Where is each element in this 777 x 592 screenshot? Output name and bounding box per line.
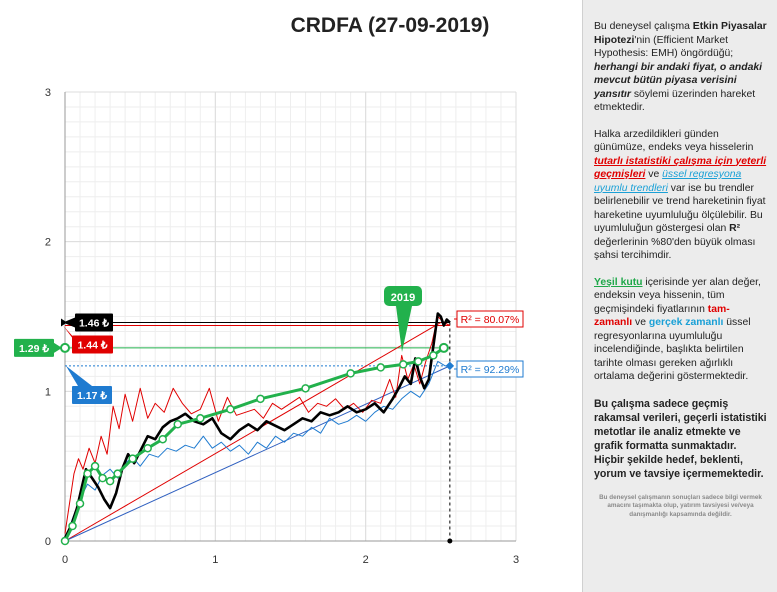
disclaimer: Bu deneysel çalışmanın sonuçları sadece … bbox=[599, 493, 762, 518]
plot-svg: 0 1 2 3 0 1 2 3 1.46 ₺ 1.44 ₺ 1.29 ₺ 1.17 ₺ R² = 80.… bbox=[14, 87, 524, 566]
green-point bbox=[173, 420, 182, 429]
green-point bbox=[429, 351, 438, 360]
p3-text-a: Yeşil kutu bbox=[594, 276, 643, 288]
green-point bbox=[143, 443, 152, 453]
p1-text-e: söylemi üzerinden hareket etmektedir. bbox=[594, 88, 756, 114]
p1-text-a: Bu deneysel çalışma bbox=[594, 21, 693, 32]
chart-area: 0 1 2 3 0 1 2 3 1.46 ₺ 1.44 ₺ 1.29 ₺ 1.17 ₺ R² = 80.… bbox=[14, 14, 524, 566]
p2-text-d: üssel regresyona uyumlu trendleri bbox=[594, 169, 742, 194]
panel-paragraph-3: Yeşil kutu içerisinde yer alan değer, en… bbox=[594, 276, 767, 384]
chart-title: CRDFA (27-09-2019) bbox=[290, 14, 490, 37]
green-point bbox=[128, 454, 137, 463]
p1-text-b: Etkin Piyasalar Hipotezi bbox=[594, 21, 767, 46]
side-panel: Bu deneysel çalışma Etkin Piyasalar Hipo… bbox=[582, 0, 777, 592]
green-point bbox=[226, 405, 235, 414]
p1-text-c: 'nin (Efficient Market Hypothesis: EMH) … bbox=[594, 34, 734, 60]
arrow-blue bbox=[66, 365, 92, 386]
trendline-1 bbox=[64, 365, 451, 542]
label-green-box bbox=[14, 338, 54, 357]
y-tick-label: 0 bbox=[45, 536, 51, 548]
series-price-red bbox=[64, 316, 451, 534]
p2-text-g: değerlerinin %80'den büyük olması şahsi … bbox=[594, 236, 756, 262]
green-point bbox=[83, 469, 92, 478]
y-tick-label: 2 bbox=[45, 237, 51, 249]
panel-paragraph-2: Halka arzedildikleri günden günümüze, en… bbox=[594, 128, 767, 263]
label-red-text: 1.44 ₺ bbox=[77, 339, 107, 351]
p3-text-c: tam-zamanlı bbox=[594, 303, 730, 329]
green-point bbox=[158, 434, 167, 444]
right-marker-blue bbox=[445, 361, 455, 371]
x-tick-label: 1 bbox=[212, 554, 218, 566]
green-point bbox=[399, 360, 408, 369]
p3-text-f: üssel regresyonlarına uyumluluğu incelen… bbox=[594, 317, 751, 382]
left-marker-black bbox=[61, 318, 67, 327]
green-point bbox=[75, 499, 85, 508]
green-point bbox=[98, 473, 107, 483]
date-line-dot bbox=[447, 538, 453, 544]
x-tick-label: 2 bbox=[363, 554, 369, 566]
p3-text-d: ve bbox=[632, 317, 649, 328]
r2-red-text: R² = 80.07% bbox=[461, 314, 520, 326]
green-point bbox=[346, 369, 355, 378]
arrow-red bbox=[63, 325, 78, 346]
green-point bbox=[68, 521, 77, 531]
arrow-black bbox=[63, 317, 75, 328]
series-green-moving-average bbox=[63, 346, 445, 542]
green-point bbox=[376, 363, 385, 372]
p3-text-b: içerisinde yer alan değer, endeksin veya… bbox=[594, 276, 761, 315]
x-tick-label: 3 bbox=[513, 554, 519, 566]
panel-paragraph-1: Bu deneysel çalışma Etkin Piyasalar Hipo… bbox=[594, 20, 767, 115]
label-black-box bbox=[75, 313, 113, 332]
green-point bbox=[301, 384, 310, 393]
p3-text-e: gerçek zamanlı bbox=[648, 317, 724, 328]
green-point bbox=[256, 394, 265, 404]
year-marker-box bbox=[384, 286, 422, 306]
label-red-box bbox=[72, 335, 113, 354]
r2-blue-text: R² = 92.29% bbox=[461, 364, 520, 376]
green-point bbox=[60, 536, 70, 546]
green-point bbox=[113, 469, 122, 478]
panel-paragraph-4: Bu çalışma sadece geçmiş rakamsal verile… bbox=[594, 397, 767, 480]
p2-text-c: ve bbox=[645, 169, 663, 180]
p1-text-d: herhangi bir andaki fiyat, o andaki mevc… bbox=[594, 61, 763, 100]
label-black-text: 1.46 ₺ bbox=[79, 317, 109, 329]
x-tick-label: 0 bbox=[62, 554, 68, 566]
green-point bbox=[196, 414, 205, 423]
p2-text-e: var ise bu trendler belirlenebilir ve tr… bbox=[594, 182, 766, 235]
p2-text-b: tutarlı istatistiki çalışma için yeterli… bbox=[594, 155, 767, 181]
p2-text-a: Halka arzedildikleri günden günümüze, en… bbox=[594, 128, 754, 154]
y-tick-label: 1 bbox=[45, 386, 51, 398]
arrow-green bbox=[54, 342, 62, 353]
green-point bbox=[414, 357, 423, 366]
green-point bbox=[90, 461, 100, 471]
left-marker-green bbox=[60, 342, 70, 353]
green-point bbox=[105, 476, 115, 486]
label-blue-box bbox=[72, 386, 112, 404]
year-marker-pointer bbox=[396, 306, 412, 352]
label-green-text: 1.29 ₺ bbox=[19, 343, 49, 355]
right-marker-green bbox=[438, 342, 449, 353]
y-tick-label: 3 bbox=[45, 87, 51, 99]
year-marker-text: 2019 bbox=[391, 292, 415, 304]
label-blue-text: 1.17 ₺ bbox=[77, 390, 107, 402]
series-price-black bbox=[63, 312, 451, 539]
p2-text-f: R² bbox=[729, 223, 741, 234]
trendline-0 bbox=[64, 322, 442, 542]
